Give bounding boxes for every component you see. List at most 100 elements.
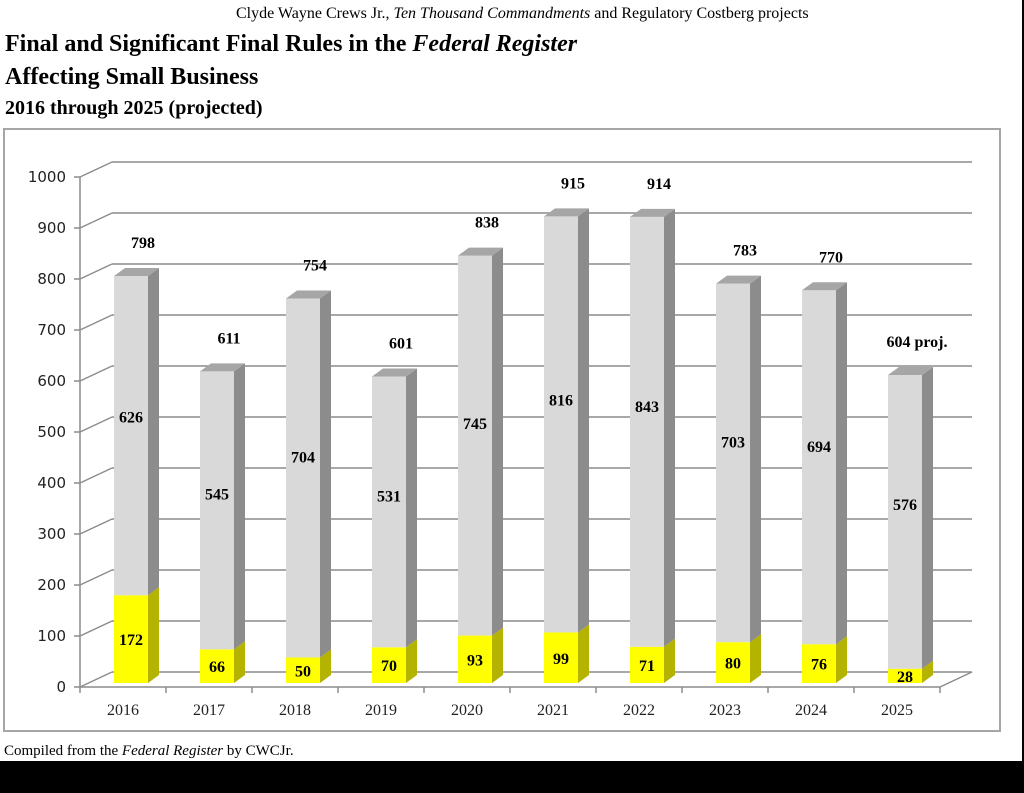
chart-title-line2: Affecting Small Business — [5, 64, 259, 90]
byline-author: Clyde Wayne Crews Jr., — [236, 5, 394, 22]
bar-side-significant-2018 — [320, 649, 331, 683]
data-label-total: 798 — [131, 235, 155, 252]
bar-significant-2016 — [114, 595, 148, 683]
bar-other-2023 — [716, 283, 750, 643]
x-tick-label: 2022 — [623, 702, 655, 719]
bar-side-other-2019 — [406, 368, 417, 648]
bar-other-2016 — [114, 276, 148, 596]
y-tick-label: 100 — [37, 627, 66, 645]
bar-significant-2017 — [200, 649, 234, 683]
x-tick-label: 2018 — [279, 702, 311, 719]
byline-rest: and Regulatory Costberg projects — [590, 5, 809, 22]
floor-edge — [939, 671, 973, 688]
bar-side-significant-2021 — [578, 624, 589, 683]
bar-top-2016 — [114, 268, 159, 277]
gridline-diagonal — [79, 416, 113, 433]
bar-top-2017 — [200, 363, 245, 372]
bar-other-2024 — [802, 290, 836, 645]
data-label-total: 915 — [561, 175, 585, 192]
gridline-diagonal — [79, 620, 113, 637]
x-tick-label: 2020 — [451, 702, 483, 719]
bar-top-2020 — [458, 247, 503, 256]
bar-significant-2023 — [716, 642, 750, 683]
bar-other-2022 — [630, 216, 664, 647]
y-tick-label: 500 — [37, 423, 66, 441]
data-label-total: 604 proj. — [886, 334, 947, 351]
bar-side-significant-2024 — [836, 636, 847, 683]
bar-side-other-2016 — [148, 268, 159, 596]
data-label-other: 545 — [205, 487, 229, 504]
bar-side-other-2020 — [492, 247, 503, 636]
source-note-suffix: by CWCJr. — [223, 743, 294, 759]
bar-other-2020 — [458, 255, 492, 636]
data-label-significant: 66 — [209, 659, 225, 676]
data-label-other: 703 — [721, 434, 745, 451]
source-note-italic: Federal Register — [121, 743, 224, 759]
y-tick-label: 0 — [56, 678, 66, 696]
data-label-significant: 71 — [639, 658, 655, 675]
y-tick-label: 700 — [37, 321, 66, 339]
data-label-significant: 28 — [897, 669, 913, 686]
data-label-other: 694 — [807, 439, 831, 456]
y-tick-label: 600 — [37, 372, 66, 390]
gridline-diagonal — [79, 569, 113, 586]
bar-side-significant-2025 — [922, 660, 933, 683]
bar-other-2019 — [372, 376, 406, 648]
bar-other-2017 — [200, 371, 234, 650]
gridline-diagonal — [79, 365, 113, 382]
data-label-total: 770 — [819, 249, 843, 266]
x-tick-label: 2025 — [881, 702, 913, 719]
x-tick-label: 2017 — [193, 702, 225, 719]
gridline-diagonal — [79, 518, 113, 535]
data-label-significant: 76 — [811, 657, 827, 674]
source-note-prefix: Compiled from the — [4, 743, 122, 759]
y-tick-label: 900 — [37, 219, 66, 237]
gridline-diagonal — [79, 314, 113, 331]
bar-side-other-2021 — [578, 208, 589, 633]
bar-significant-2024 — [802, 644, 836, 683]
chart-title: Final and Significant Final Rules in the… — [5, 31, 577, 58]
data-label-total: 611 — [217, 330, 240, 347]
bar-top-2022 — [630, 208, 675, 217]
bar-top-2019 — [372, 368, 417, 377]
data-label-total: 783 — [733, 243, 757, 260]
x-tick-label: 2019 — [365, 702, 397, 719]
bar-side-other-2025 — [922, 366, 933, 669]
data-label-total: 754 — [303, 257, 327, 274]
data-label-other: 816 — [549, 392, 573, 409]
bar-top-2021 — [544, 208, 589, 217]
bar-side-other-2017 — [234, 363, 245, 650]
bar-top-2025 — [888, 366, 933, 375]
data-label-significant: 172 — [119, 632, 143, 649]
bar-significant-2021 — [544, 632, 578, 683]
y-tick-label: 1000 — [28, 168, 66, 186]
chart-subtitle: 2016 through 2025 (projected) — [5, 97, 263, 119]
source-note: Compiled from the Federal Register by CW… — [4, 743, 294, 760]
y-tick-label: 200 — [37, 576, 66, 594]
bar-side-other-2022 — [664, 208, 675, 647]
gridline-diagonal — [79, 467, 113, 484]
bar-other-2025 — [888, 374, 922, 669]
chart-title-plain: Final and Significant Final Rules in the — [5, 31, 413, 57]
bar-top-2024 — [802, 282, 847, 291]
byline-book: Ten Thousand Commandments — [393, 5, 591, 22]
data-label-other: 576 — [893, 497, 917, 514]
byline: Clyde Wayne Crews Jr., Ten Thousand Comm… — [236, 5, 809, 23]
bar-side-other-2024 — [836, 282, 847, 645]
bar-side-significant-2022 — [664, 638, 675, 683]
bar-side-significant-2016 — [148, 587, 159, 683]
y-tick-label: 400 — [37, 474, 66, 492]
bar-top-2023 — [716, 275, 761, 284]
gridline-diagonal — [79, 161, 113, 178]
data-label-other: 704 — [291, 449, 315, 466]
data-label-total: 838 — [475, 215, 499, 232]
data-label-total: 914 — [647, 176, 671, 193]
bar-significant-2025 — [888, 668, 922, 683]
bar-side-significant-2017 — [234, 641, 245, 683]
x-tick-label: 2023 — [709, 702, 741, 719]
bar-significant-2019 — [372, 647, 406, 683]
gridline-diagonal — [79, 263, 113, 280]
bar-side-significant-2019 — [406, 639, 417, 683]
gridline-diagonal — [79, 671, 113, 688]
